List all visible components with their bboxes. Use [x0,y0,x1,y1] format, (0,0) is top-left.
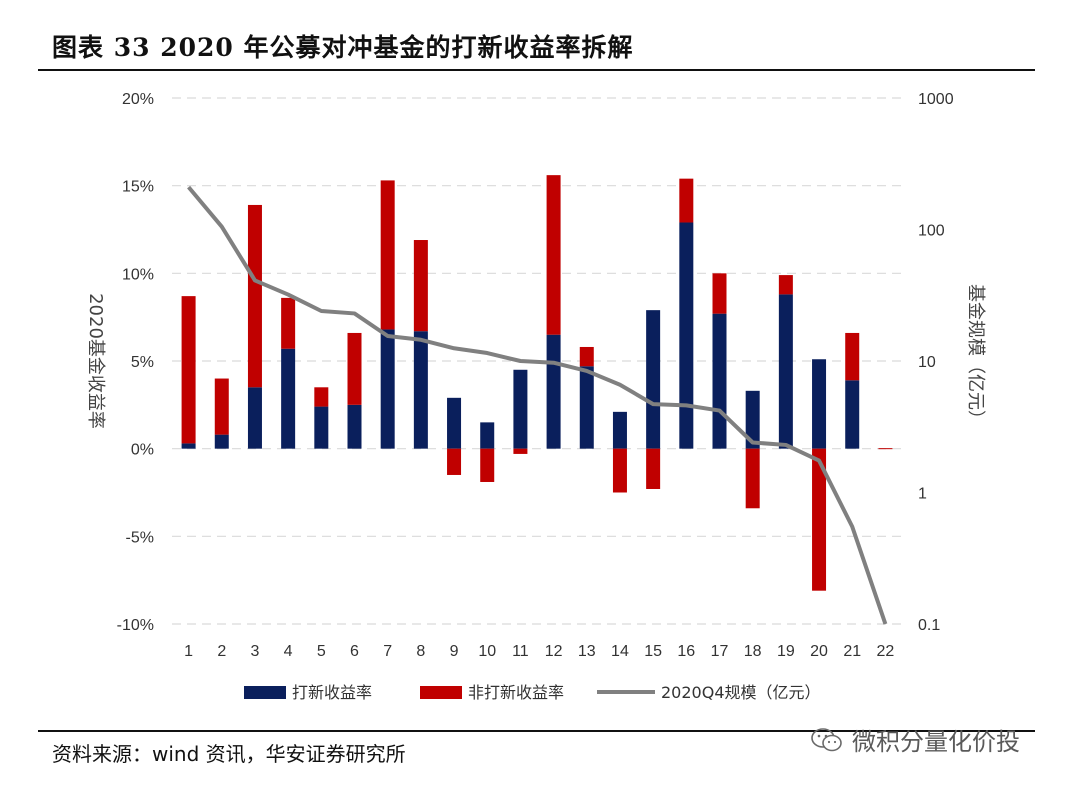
bar-non-ipo [447,448,462,475]
right-tick-label: 10 [918,354,936,371]
x-axis-ticks: 1 2 3 4 5 6 7 8 9 10 11 12 13 14 15 16 17 18 19 20 21 22 [184,643,894,660]
bar-ipo [413,331,428,449]
bar-ipo [181,443,196,449]
watermark: 微积分量化价投 [810,722,1020,757]
x-tick-label: 14 [611,643,629,660]
bar-non-ipo [745,448,760,509]
left-axis-ticks: 20% 15% 10% 5% 0% -5% -10% [117,91,154,634]
chart-title: 图表 33 2020 年公募对冲基金的打新收益率拆解 [52,33,634,62]
bar-ipo [281,348,296,449]
bar-ipo [579,366,594,449]
right-axis-title: 基金规模（亿元） [965,284,986,428]
bar-ipo [380,329,395,449]
bar-non-ipo [181,296,196,444]
right-tick-label: 1000 [918,91,954,108]
bar-ipo [845,380,860,449]
x-tick-label: 1 [184,643,193,660]
x-tick-label: 7 [383,643,392,660]
x-tick-label: 21 [843,643,861,660]
bar-non-ipo [347,332,362,405]
x-tick-label: 12 [545,643,563,660]
bar-non-ipo [778,275,793,295]
x-tick-label: 20 [810,643,828,660]
x-tick-label: 13 [578,643,596,660]
bar-ipo [314,406,329,449]
left-tick-label: 5% [131,354,154,371]
x-tick-label: 19 [777,643,795,660]
legend-non-ipo-label: 非打新收益率 [468,683,564,702]
bar-non-ipo [480,448,495,482]
footer-rule [38,730,1035,732]
bar-ipo [480,422,495,449]
bar-ipo [679,222,694,449]
x-tick-label: 8 [416,643,425,660]
wechat-icon [811,727,842,751]
x-tick-label: 4 [284,643,293,660]
x-tick-label: 11 [512,643,529,660]
bar-ipo [214,434,229,449]
x-tick-label: 17 [711,643,729,660]
right-tick-label: 1 [918,486,927,503]
left-tick-label: 20% [122,91,154,108]
source-note: 资料来源：wind 资讯，华安证券研究所 [52,742,406,766]
legend-ipo-label: 打新收益率 [292,683,372,702]
bar-non-ipo [546,175,561,335]
legend-non-ipo-swatch [420,686,462,699]
bar-non-ipo [214,378,229,435]
x-tick-label: 16 [677,643,695,660]
left-tick-label: 15% [122,179,154,196]
bar-non-ipo [314,387,329,407]
x-tick-label: 2 [217,643,226,660]
bar-non-ipo [513,448,528,454]
x-tick-label: 9 [450,643,459,660]
bar-non-ipo [646,448,661,489]
right-axis-ticks: 1000 100 10 1 0.1 [918,91,954,634]
x-tick-label: 5 [317,643,326,660]
right-tick-label: 100 [918,223,945,240]
bar-ipo [612,411,627,449]
bar-ipo [347,404,362,449]
x-tick-label: 22 [877,643,895,660]
left-tick-label: 10% [122,266,154,283]
bar-ipo [513,369,528,449]
bar-ipo [646,310,661,449]
gridlines [172,97,902,625]
left-tick-label: 0% [131,442,154,459]
bar-non-ipo [380,180,395,330]
x-tick-label: 6 [350,643,359,660]
legend: 打新收益率 非打新收益率 2020Q4规模（亿元） [244,683,821,702]
bar-non-ipo [845,332,860,381]
title-rule [38,69,1035,71]
x-tick-label: 10 [478,643,496,660]
bar-ipo [778,294,793,449]
bar-non-ipo [679,178,694,223]
bars [181,175,893,591]
left-tick-label: -10% [117,617,154,634]
x-tick-label: 15 [644,643,662,660]
bar-non-ipo [712,273,727,314]
right-tick-label: 0.1 [918,617,940,634]
legend-ipo-swatch [244,686,286,699]
bar-ipo [812,359,827,449]
bar-ipo [745,390,760,449]
bar-ipo [546,334,561,449]
bar-non-ipo [281,297,296,349]
bar-non-ipo [612,448,627,493]
left-axis-title: 2020基金收益率 [85,293,106,429]
bar-non-ipo [579,346,594,367]
bar-non-ipo [812,448,827,591]
scale-line [187,185,888,625]
scale-series-line [187,185,888,625]
left-tick-label: -5% [126,529,154,546]
watermark-text: 微积分量化价投 [852,728,1020,756]
bar-non-ipo [413,240,428,332]
bar-ipo [447,397,462,449]
bar-ipo [247,387,262,449]
x-tick-label: 18 [744,643,762,660]
legend-scale-label: 2020Q4规模（亿元） [661,683,821,702]
bar-non-ipo [247,204,262,388]
x-tick-label: 3 [251,643,260,660]
bar-ipo [712,313,727,449]
